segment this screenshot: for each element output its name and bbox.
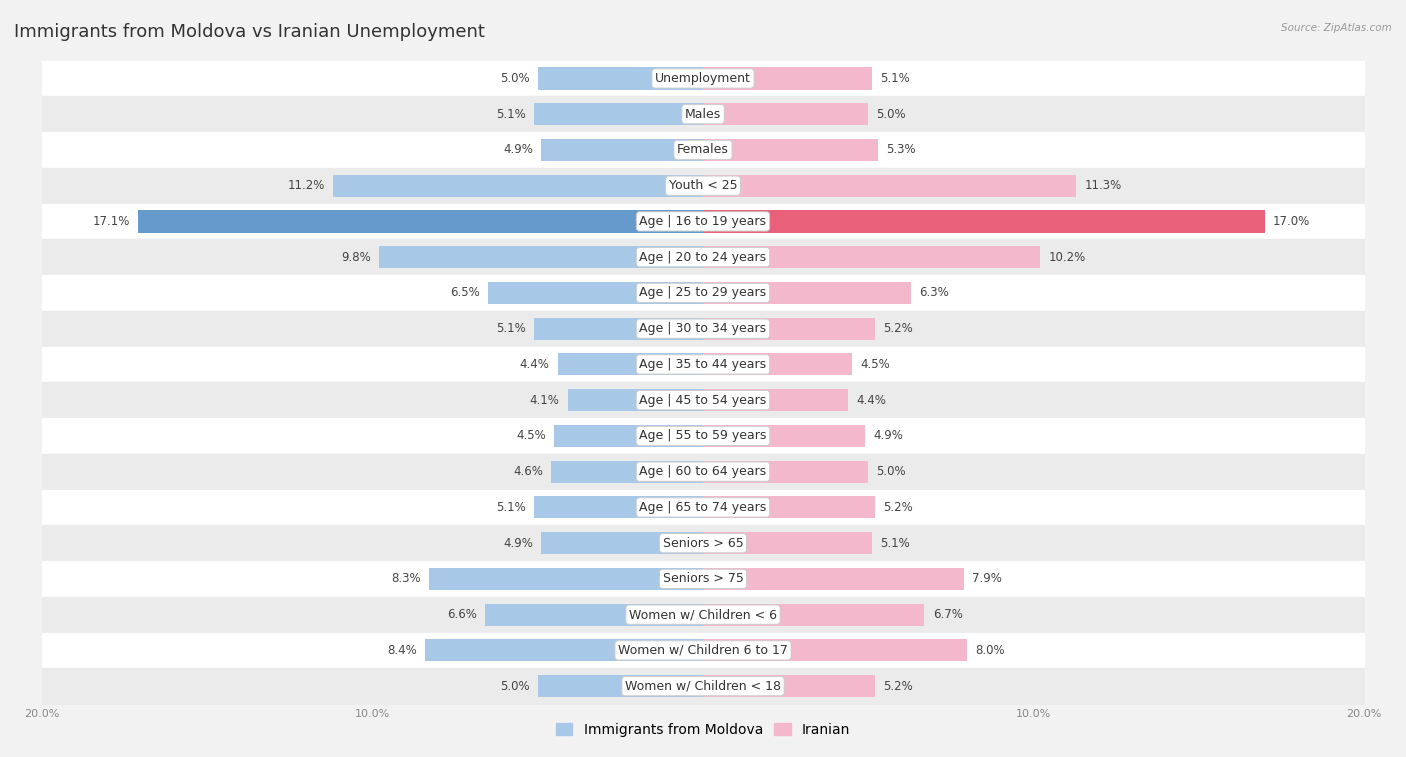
Text: Youth < 25: Youth < 25 <box>669 179 737 192</box>
Bar <box>138 210 703 232</box>
Text: 5.1%: 5.1% <box>496 322 526 335</box>
Text: Females: Females <box>678 143 728 157</box>
Bar <box>534 497 703 519</box>
Text: 4.4%: 4.4% <box>856 394 887 407</box>
Text: 9.8%: 9.8% <box>342 251 371 263</box>
Bar <box>703 210 1264 232</box>
Bar <box>703 425 865 447</box>
Bar <box>426 640 703 662</box>
Text: Age | 55 to 59 years: Age | 55 to 59 years <box>640 429 766 442</box>
Text: 6.6%: 6.6% <box>447 608 477 621</box>
Bar <box>537 67 703 89</box>
Bar <box>703 139 879 161</box>
Text: 8.0%: 8.0% <box>976 644 1005 657</box>
Bar <box>537 675 703 697</box>
Text: Age | 16 to 19 years: Age | 16 to 19 years <box>640 215 766 228</box>
Bar <box>485 603 703 626</box>
Bar <box>703 282 911 304</box>
Text: 5.2%: 5.2% <box>883 680 912 693</box>
Bar <box>541 139 703 161</box>
Bar <box>551 460 703 483</box>
Bar <box>429 568 703 590</box>
Bar <box>703 103 868 125</box>
Text: 11.3%: 11.3% <box>1084 179 1122 192</box>
Text: 8.4%: 8.4% <box>388 644 418 657</box>
Bar <box>534 318 703 340</box>
Text: 4.4%: 4.4% <box>519 358 550 371</box>
Text: 5.0%: 5.0% <box>876 107 905 120</box>
Bar <box>558 354 703 375</box>
Bar <box>703 175 1077 197</box>
Text: Women w/ Children < 18: Women w/ Children < 18 <box>626 680 780 693</box>
Text: Source: ZipAtlas.com: Source: ZipAtlas.com <box>1281 23 1392 33</box>
Bar <box>703 497 875 519</box>
Text: 5.0%: 5.0% <box>501 72 530 85</box>
Text: 4.5%: 4.5% <box>516 429 546 442</box>
Bar <box>703 568 965 590</box>
Text: 10.2%: 10.2% <box>1049 251 1085 263</box>
Text: Age | 65 to 74 years: Age | 65 to 74 years <box>640 501 766 514</box>
Bar <box>703 67 872 89</box>
Text: 8.3%: 8.3% <box>391 572 420 585</box>
Text: 4.5%: 4.5% <box>860 358 890 371</box>
Text: Age | 20 to 24 years: Age | 20 to 24 years <box>640 251 766 263</box>
Text: 4.9%: 4.9% <box>503 537 533 550</box>
Text: 5.1%: 5.1% <box>880 537 910 550</box>
Text: Age | 45 to 54 years: Age | 45 to 54 years <box>640 394 766 407</box>
Bar <box>554 425 703 447</box>
Bar <box>703 640 967 662</box>
Bar <box>333 175 703 197</box>
Text: Unemployment: Unemployment <box>655 72 751 85</box>
Text: 5.2%: 5.2% <box>883 322 912 335</box>
Text: 6.5%: 6.5% <box>450 286 479 300</box>
Text: 5.2%: 5.2% <box>883 501 912 514</box>
Text: 7.9%: 7.9% <box>973 572 1002 585</box>
Text: 5.1%: 5.1% <box>496 501 526 514</box>
Bar <box>380 246 703 268</box>
Bar <box>703 354 852 375</box>
Bar <box>703 460 868 483</box>
Text: Age | 60 to 64 years: Age | 60 to 64 years <box>640 465 766 478</box>
Text: Age | 25 to 29 years: Age | 25 to 29 years <box>640 286 766 300</box>
Text: 11.2%: 11.2% <box>287 179 325 192</box>
Text: 4.9%: 4.9% <box>873 429 903 442</box>
Text: Seniors > 75: Seniors > 75 <box>662 572 744 585</box>
Bar <box>703 532 872 554</box>
Text: 6.7%: 6.7% <box>932 608 963 621</box>
Text: 5.3%: 5.3% <box>886 143 915 157</box>
Text: 4.9%: 4.9% <box>503 143 533 157</box>
Text: Women w/ Children < 6: Women w/ Children < 6 <box>628 608 778 621</box>
Bar <box>703 389 848 411</box>
Bar <box>488 282 703 304</box>
Bar <box>703 246 1040 268</box>
Bar <box>534 103 703 125</box>
Legend: Immigrants from Moldova, Iranian: Immigrants from Moldova, Iranian <box>550 717 856 742</box>
Text: 5.0%: 5.0% <box>501 680 530 693</box>
Text: 5.1%: 5.1% <box>496 107 526 120</box>
Text: 5.0%: 5.0% <box>876 465 905 478</box>
Text: 5.1%: 5.1% <box>880 72 910 85</box>
Text: Seniors > 65: Seniors > 65 <box>662 537 744 550</box>
Text: 4.1%: 4.1% <box>530 394 560 407</box>
Bar <box>703 675 875 697</box>
Text: Immigrants from Moldova vs Iranian Unemployment: Immigrants from Moldova vs Iranian Unemp… <box>14 23 485 41</box>
Text: 6.3%: 6.3% <box>920 286 949 300</box>
Text: Age | 35 to 44 years: Age | 35 to 44 years <box>640 358 766 371</box>
Text: Age | 30 to 34 years: Age | 30 to 34 years <box>640 322 766 335</box>
Bar <box>703 318 875 340</box>
Text: 17.0%: 17.0% <box>1272 215 1310 228</box>
Text: Males: Males <box>685 107 721 120</box>
Bar <box>568 389 703 411</box>
Text: Women w/ Children 6 to 17: Women w/ Children 6 to 17 <box>619 644 787 657</box>
Text: 17.1%: 17.1% <box>93 215 129 228</box>
Text: 4.6%: 4.6% <box>513 465 543 478</box>
Bar <box>541 532 703 554</box>
Bar <box>703 603 924 626</box>
